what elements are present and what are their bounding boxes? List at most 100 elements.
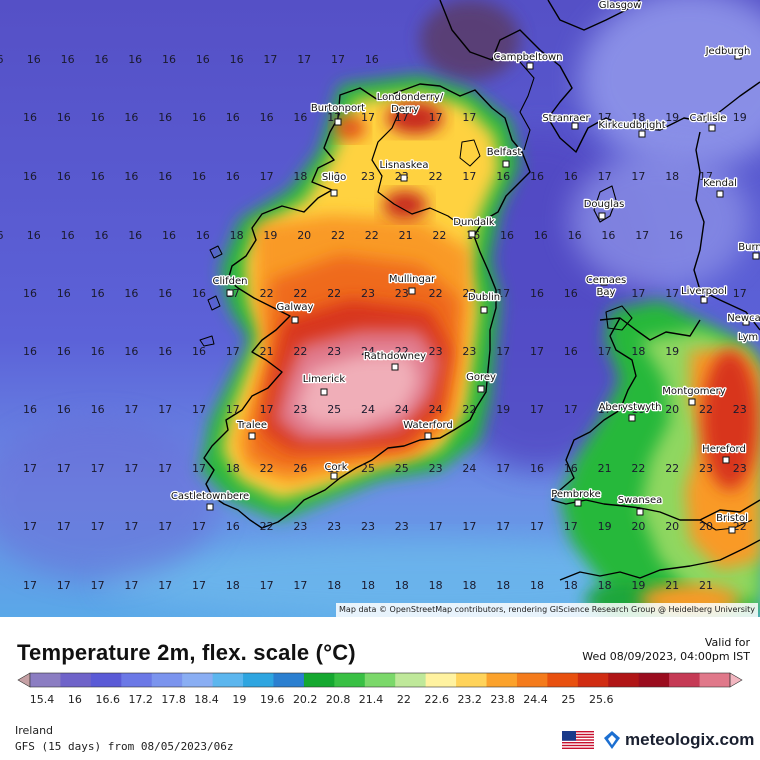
grid-value: 18 xyxy=(631,111,645,124)
grid-value: 16 xyxy=(91,345,105,358)
temperature-map[interactable]: 6 16 16 16 16 16 16 16 17 17 17 16 16 16 16 16 16 16 16 16 1… xyxy=(0,0,760,617)
grid-value: 16 xyxy=(669,229,683,242)
grid-value: 19 xyxy=(699,111,713,124)
grid-value: 19 xyxy=(631,579,645,592)
grid-value: 17 xyxy=(635,229,649,242)
grid-value: 17 xyxy=(91,520,105,533)
grid-value: 22 xyxy=(429,287,443,300)
city-marker xyxy=(502,160,510,168)
city-label: Campbeltown xyxy=(493,52,562,63)
grid-value: 16 xyxy=(162,53,176,66)
us-flag-icon[interactable] xyxy=(562,731,594,749)
brand-logo[interactable]: meteologix.com xyxy=(602,728,754,752)
grid-value: 16 xyxy=(23,345,37,358)
scale-label: 19.6 xyxy=(260,693,285,706)
grid-value: 18 xyxy=(665,170,679,183)
grid-value: 16 xyxy=(158,170,172,183)
grid-value: 16 xyxy=(500,229,514,242)
grid-value: 17 xyxy=(158,403,172,416)
grid-value: 17 xyxy=(530,403,544,416)
city-marker xyxy=(291,316,299,324)
grid-value: 17 xyxy=(496,345,510,358)
city-marker xyxy=(598,212,606,220)
scale-label: 20.8 xyxy=(326,693,351,706)
city-marker xyxy=(400,174,408,182)
scale-label: 20.2 xyxy=(293,693,318,706)
grid-value: 26 xyxy=(293,462,307,475)
city-marker xyxy=(600,278,608,286)
city-label: Glasgow xyxy=(599,0,642,11)
grid-value: 17 xyxy=(23,520,37,533)
coastlines xyxy=(199,0,760,581)
grid-value: 6 xyxy=(0,53,4,66)
scale-outline xyxy=(29,672,731,688)
grid-value: 16 xyxy=(564,345,578,358)
grid-value: 23 xyxy=(293,403,307,416)
grid-value: 17 xyxy=(496,462,510,475)
grid-value: 23 xyxy=(733,403,747,416)
grid-value: 17 xyxy=(530,520,544,533)
grid-value: 16 xyxy=(598,287,612,300)
grid-value: 16 xyxy=(57,345,71,358)
grid-value: 23 xyxy=(699,462,713,475)
grid-value: 16 xyxy=(365,53,379,66)
city-label: Lym xyxy=(738,332,758,343)
grid-value: 17 xyxy=(158,520,172,533)
grid-value: 16 xyxy=(564,170,578,183)
city-label: Rathdowney xyxy=(364,351,426,362)
grid-value: 16 xyxy=(94,229,108,242)
grid-value: 16 xyxy=(162,229,176,242)
scale-swatch xyxy=(151,673,183,687)
scale-label: 22 xyxy=(397,693,411,706)
city-marker xyxy=(320,388,328,396)
grid-value: 16 xyxy=(192,287,206,300)
scale-label: 23.8 xyxy=(490,693,515,706)
grid-value: 16 xyxy=(568,229,582,242)
scale-label: 16.6 xyxy=(96,693,121,706)
grid-value: 19 xyxy=(598,520,612,533)
grid-value: 17 xyxy=(158,462,172,475)
grid-value: 16 xyxy=(530,287,544,300)
city-label: Mullingar xyxy=(389,274,436,285)
grid-value: 22 xyxy=(260,520,274,533)
grid-value: 22 xyxy=(293,287,307,300)
scale-label: 15.4 xyxy=(30,693,55,706)
city-label: Burtonport xyxy=(311,103,365,114)
grid-value: 23 xyxy=(429,345,443,358)
city-marker xyxy=(526,62,534,70)
model-run: GFS (15 days) from 08/05/2023/06z xyxy=(15,740,234,753)
grid-value: 17 xyxy=(598,403,612,416)
grid-value: 16 xyxy=(27,229,41,242)
grid-value: 23 xyxy=(361,287,375,300)
meteologix-logo-icon xyxy=(604,731,620,749)
grid-value: 17 xyxy=(496,287,510,300)
city-marker xyxy=(477,385,485,393)
city-label: Stranraer xyxy=(542,113,590,124)
grid-value: 16 xyxy=(226,111,240,124)
city-marker xyxy=(226,289,234,297)
grid-value: 19 xyxy=(631,403,645,416)
grid-value: 17 xyxy=(733,287,747,300)
city-marker xyxy=(574,499,582,507)
scale-swatch xyxy=(577,673,609,687)
grid-value: 17 xyxy=(496,520,510,533)
scale-swatch xyxy=(303,673,335,687)
city-label: Cork xyxy=(324,462,347,473)
grid-value: 17 xyxy=(192,520,206,533)
city-marker xyxy=(688,398,696,406)
grid-value: 17 xyxy=(598,111,612,124)
city-marker xyxy=(616,2,624,10)
grid-value: 18 xyxy=(293,170,307,183)
grid-value: 16 xyxy=(601,229,615,242)
grid-value: 18 xyxy=(226,462,240,475)
grid-value: 16 xyxy=(158,287,172,300)
scale-max-arrow xyxy=(729,672,743,688)
grid-value: 25 xyxy=(361,462,375,475)
grid-value: 17 xyxy=(598,345,612,358)
city-marker xyxy=(408,287,416,295)
grid-value: 16 xyxy=(57,403,71,416)
grid-value: 16 xyxy=(530,170,544,183)
grid-value: 17 xyxy=(57,462,71,475)
city-label: Gorey xyxy=(466,372,496,383)
grid-value: 19 xyxy=(263,229,277,242)
